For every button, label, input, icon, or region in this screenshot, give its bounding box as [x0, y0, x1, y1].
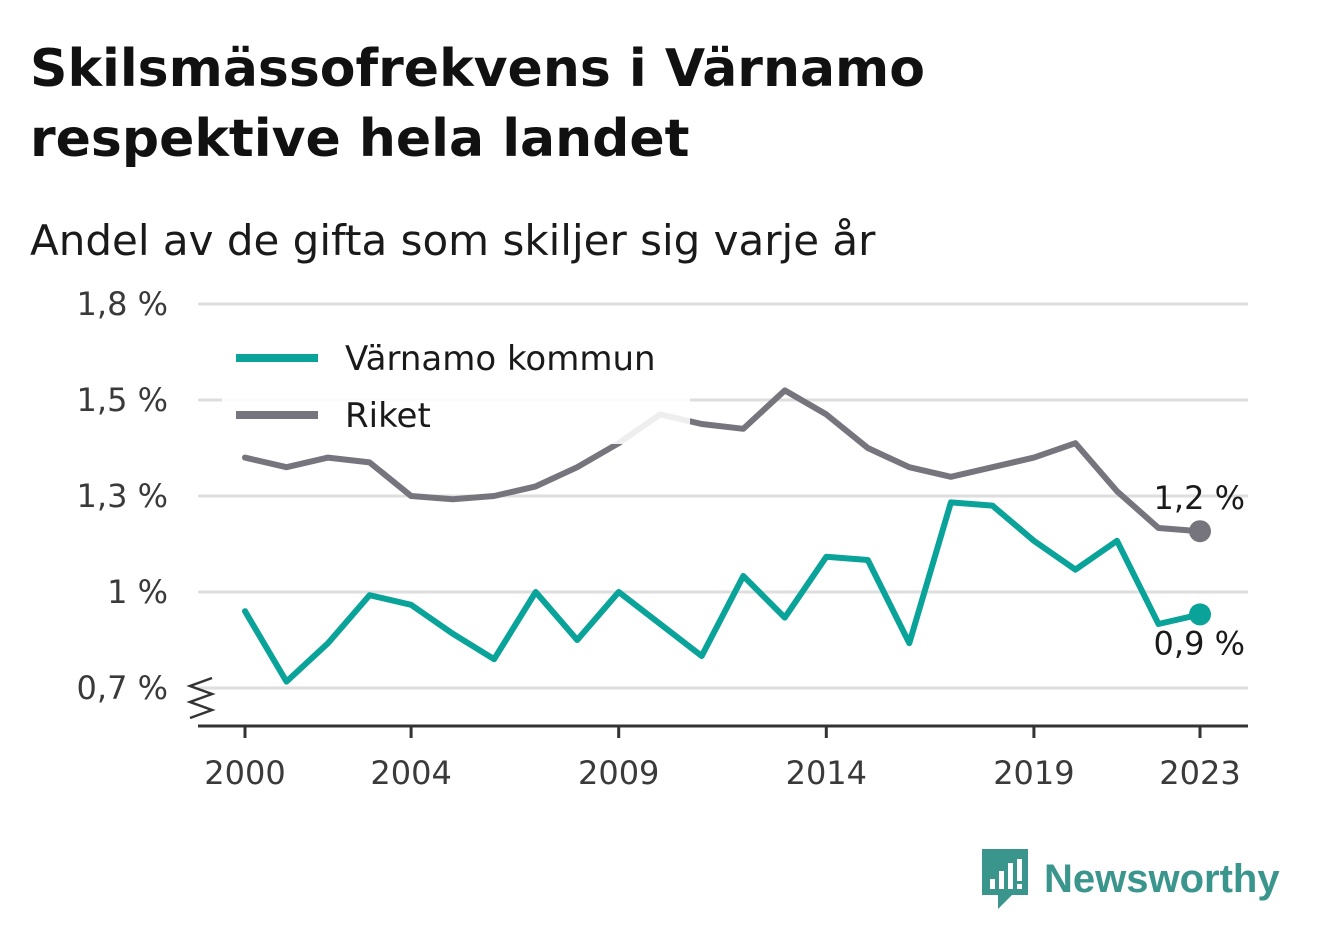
end-label-varnamo: 0,9 % — [1154, 624, 1245, 662]
axis-break-icon — [186, 676, 216, 720]
end-label-riket: 1,2 % — [1154, 479, 1245, 517]
legend-background — [222, 334, 690, 444]
brand-logo: Newsworthy — [980, 848, 1280, 910]
x-tick-label: 2023 — [1159, 754, 1240, 792]
x-tick-label: 2009 — [578, 754, 659, 792]
x-tick-label: 2000 — [204, 754, 285, 792]
legend: Värnamo kommun Riket — [222, 334, 690, 444]
end-point-varnamo — [1189, 603, 1211, 626]
legend-label-varnamo: Värnamo kommun — [345, 339, 656, 379]
x-tick-label: 2019 — [993, 754, 1074, 792]
series-line-riket — [242, 387, 1203, 535]
x-tick-label: 2014 — [786, 754, 867, 792]
newsworthy-logo-icon — [982, 849, 1028, 909]
y-tick-label: 1 % — [107, 573, 168, 611]
x-tick-label: 2004 — [370, 754, 451, 792]
x-axis-ticks: 2000 2004 2009 2014 2019 2023 — [204, 726, 1241, 792]
end-labels: 0,9 % 1,2 % — [1154, 479, 1245, 662]
chart-title: Skilsmässofrekvens i Värnamo respektive … — [30, 39, 925, 169]
y-tick-label: 0,7 % — [77, 669, 168, 707]
legend-label-riket: Riket — [345, 396, 431, 436]
y-tick-label: 1,8 % — [77, 285, 168, 323]
y-tick-label: 1,5 % — [77, 381, 168, 419]
y-axis-ticks: 0,7 % 1 % 1,3 % 1,5 % 1,8 % — [77, 285, 216, 720]
grid-lines — [198, 302, 1248, 690]
brand-name: Newsworthy — [1044, 856, 1280, 901]
end-point-riket — [1189, 520, 1211, 543]
chart-subtitle: Andel av de gifta som skiljer sig varje … — [30, 216, 876, 265]
y-tick-label: 1,3 % — [77, 477, 168, 515]
series-line-varnamo — [242, 499, 1203, 685]
series-lines — [242, 387, 1211, 685]
